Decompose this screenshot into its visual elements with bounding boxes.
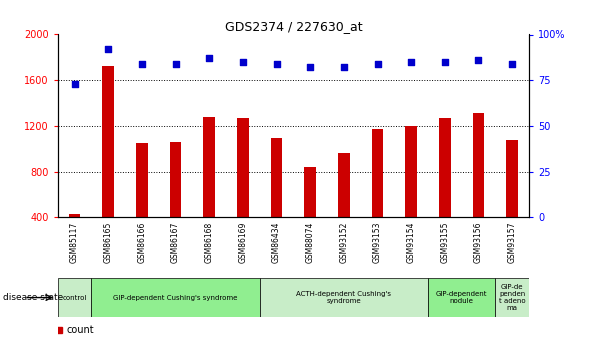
Text: GSM93157: GSM93157	[508, 221, 517, 263]
Bar	[91, 278, 260, 317]
Point	[474, 57, 483, 63]
Text: GSM85117: GSM85117	[70, 221, 79, 263]
Text: control: control	[63, 295, 87, 300]
Text: GSM86168: GSM86168	[205, 221, 214, 263]
Point	[204, 56, 214, 61]
Text: GSM93152: GSM93152	[339, 221, 348, 263]
Bar	[428, 278, 496, 317]
Point	[507, 61, 517, 67]
Text: GSM93156: GSM93156	[474, 221, 483, 263]
Text: GIP-de
penden
t adeno
ma: GIP-de penden t adeno ma	[499, 284, 525, 311]
Bar	[304, 167, 316, 263]
Point	[70, 81, 80, 87]
Title: GDS2374 / 227630_at: GDS2374 / 227630_at	[224, 20, 362, 33]
Text: GSM93155: GSM93155	[440, 221, 449, 263]
Point	[305, 65, 315, 70]
Bar	[237, 118, 249, 263]
Bar	[371, 129, 384, 263]
Bar	[136, 143, 148, 263]
Text: GSM86166: GSM86166	[137, 221, 147, 263]
Text: GSM86169: GSM86169	[238, 221, 247, 263]
Text: GSM88074: GSM88074	[306, 221, 315, 263]
Bar	[170, 142, 181, 263]
Bar	[69, 214, 80, 263]
Point	[171, 61, 181, 67]
Bar	[496, 278, 529, 317]
Text: GIP-dependent Cushing's syndrome: GIP-dependent Cushing's syndrome	[113, 295, 238, 300]
Bar	[338, 153, 350, 263]
Text: GSM86434: GSM86434	[272, 221, 281, 263]
Text: GSM86165: GSM86165	[104, 221, 112, 263]
Bar	[472, 114, 485, 263]
Point	[272, 61, 282, 67]
Point	[103, 46, 113, 52]
Text: count: count	[66, 325, 94, 335]
Text: ACTH-dependent Cushing's
syndrome: ACTH-dependent Cushing's syndrome	[296, 291, 392, 304]
Text: disease state: disease state	[3, 293, 63, 302]
Bar	[271, 138, 283, 263]
Point	[440, 59, 450, 65]
Text: GIP-dependent
nodule: GIP-dependent nodule	[436, 291, 488, 304]
Point	[406, 59, 416, 65]
Bar	[102, 67, 114, 263]
Text: GSM86167: GSM86167	[171, 221, 180, 263]
Bar	[406, 126, 417, 263]
Point	[339, 65, 349, 70]
Bar	[58, 278, 91, 317]
Text: GSM93154: GSM93154	[407, 221, 416, 263]
Point	[137, 61, 147, 67]
Bar	[260, 278, 428, 317]
Bar	[506, 140, 518, 263]
Point	[373, 61, 382, 67]
Bar	[439, 118, 451, 263]
Bar	[203, 117, 215, 263]
Text: GSM93153: GSM93153	[373, 221, 382, 263]
Point	[238, 59, 247, 65]
